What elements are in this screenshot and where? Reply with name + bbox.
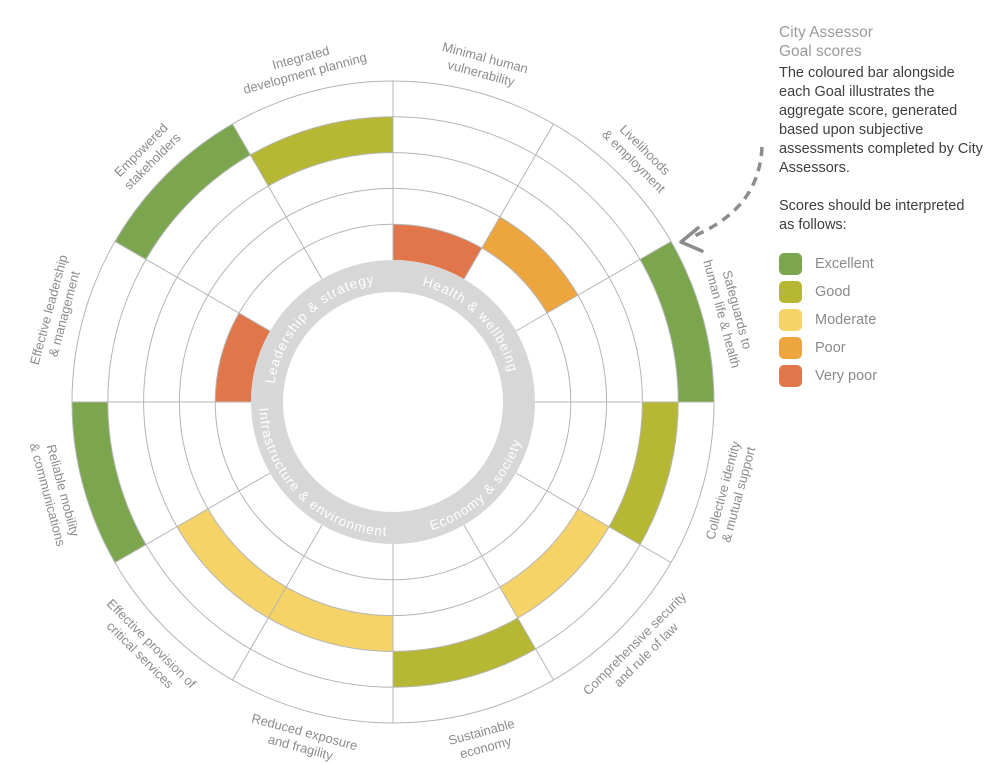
legend-description: The coloured bar alongside each Goal ill… (779, 65, 983, 176)
goal-label: Minimal humanvulnerability (437, 39, 530, 92)
goal-score-wedge (268, 586, 393, 652)
goal-label: Reliable mobility& communications (27, 437, 85, 548)
legend-item-good: Good (779, 278, 1003, 306)
goal-score-wedge (481, 217, 578, 314)
goal-score-wedge (499, 508, 609, 618)
good-swatch-icon (779, 281, 802, 303)
goal-label: Reduced exposureand fragility (246, 710, 359, 763)
poor-swatch-icon (779, 337, 802, 359)
goal-label: Integrateddevelopment planning (237, 34, 368, 97)
goal-score-wedge (250, 116, 393, 187)
wheel-grid (71, 80, 715, 724)
legend-item-label: Poor (815, 340, 846, 356)
legend-item-label: Very poor (815, 368, 878, 384)
legend-item-label: Good (815, 284, 851, 300)
goal-score-wedge (115, 124, 251, 260)
very-poor-swatch-icon (779, 365, 802, 387)
goal-score-wedge (177, 508, 287, 618)
legend-item-moderate: Moderate (779, 306, 1003, 334)
moderate-swatch-icon (779, 309, 802, 331)
goal-label: Sustainableeconomy (447, 716, 521, 763)
goal-score-wedge (639, 241, 714, 402)
goal-label: Livelihoods& employment (599, 115, 680, 196)
goal-score-wedge (393, 224, 482, 280)
goal-label: Effective leadership& management (27, 253, 86, 370)
legend-item-very-poor: Very poor (779, 362, 1003, 390)
dashed-callout-arrow-icon (679, 146, 764, 253)
goal-score-wedge (393, 617, 536, 688)
goal-score-wedge (72, 402, 147, 563)
goal-score-wedge (608, 402, 679, 545)
excellent-swatch-icon (779, 253, 802, 275)
legend-item-label: Excellent (815, 256, 874, 272)
legend-title-line2: Goal scores (779, 43, 862, 60)
legend-items: Excellent Good Moderate Poor Very poor (779, 250, 1003, 390)
legend-item-poor: Poor (779, 334, 1003, 362)
goal-score-wedge (215, 313, 271, 402)
legend-item-label: Moderate (815, 312, 877, 328)
score-wedges (72, 116, 714, 688)
goal-label: Effective provision ofcritical services (93, 596, 200, 703)
legend-title: City Assessor Goal scores (779, 23, 1003, 61)
legend-panel: City Assessor Goal scores The coloured b… (779, 23, 1003, 390)
legend-title-line1: City Assessor (779, 24, 873, 41)
legend-interpretation-intro: Scores should be interpreted as follows: (779, 198, 965, 233)
goal-label: Collective identity& mutual support (703, 439, 759, 545)
legend-item-excellent: Excellent (779, 250, 1003, 278)
